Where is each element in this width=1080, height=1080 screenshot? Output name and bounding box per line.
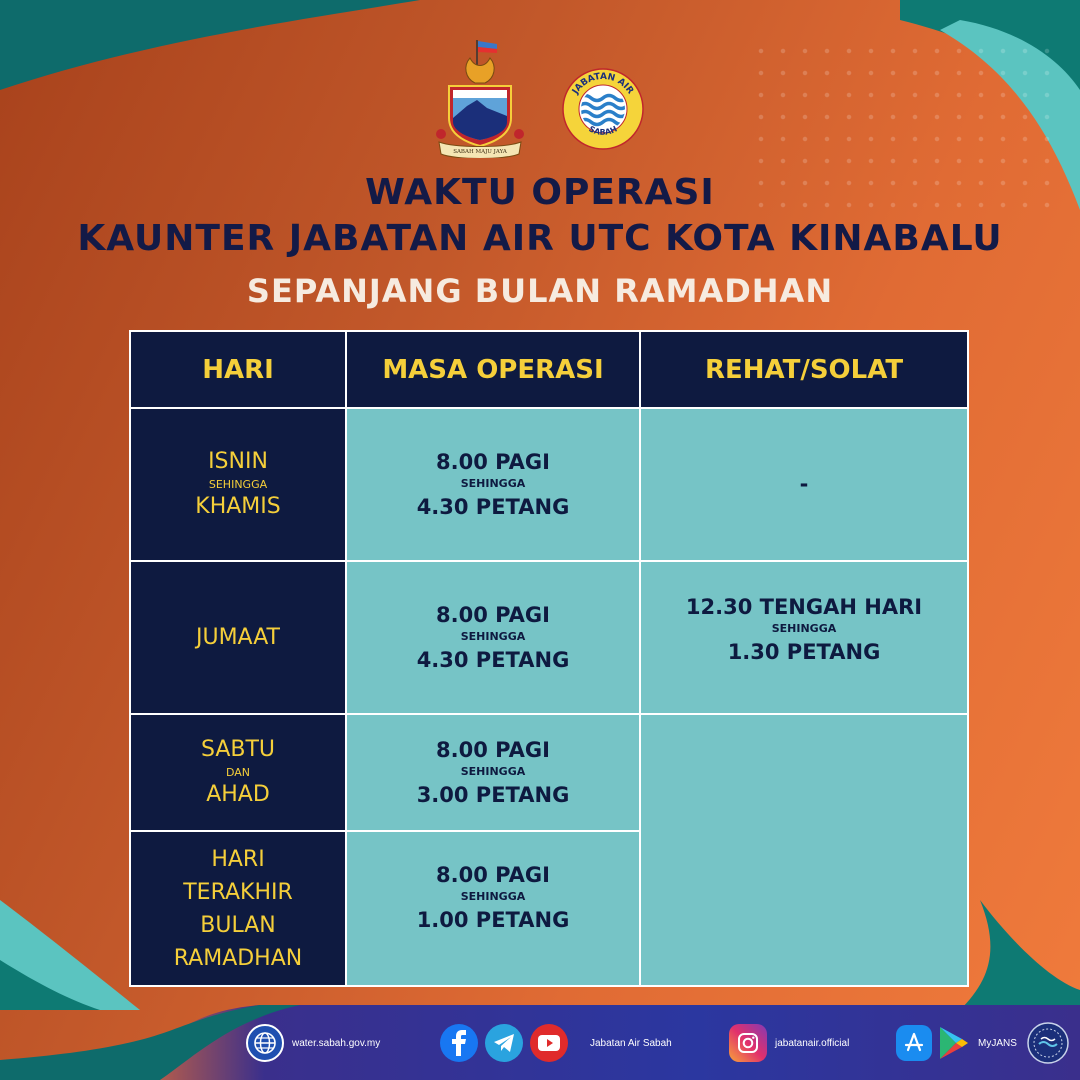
time-connector: SEHINGGA xyxy=(460,765,526,779)
jans-emblem xyxy=(1027,1022,1069,1064)
time-connector: SEHINGGA xyxy=(460,890,526,904)
page-title-line1: WAKTU OPERASI xyxy=(365,172,715,213)
row1-break-cell: - xyxy=(641,409,967,560)
google-play-icon[interactable] xyxy=(936,1025,970,1061)
column-header-label: REHAT/SOLAT xyxy=(704,354,904,385)
day-label: TERAKHIR xyxy=(183,879,293,905)
logo-row: SABAH MAJU JAYA JABATAN AIR SABAH xyxy=(0,38,1080,158)
day-label: RAMADHAN xyxy=(173,945,303,971)
globe-icon xyxy=(246,1024,284,1062)
social-name-text: Jabatan Air Sabah xyxy=(590,1037,672,1049)
sabah-crest-logo: SABAH MAJU JAYA xyxy=(436,40,524,158)
footer-app: MyJANS xyxy=(896,1022,1069,1064)
day-connector: DAN xyxy=(225,765,251,779)
day-label: BULAN xyxy=(200,912,276,938)
time-start: 8.00 PAGI xyxy=(436,863,550,887)
operating-hours-table: HARI MASA OPERASI REHAT/SOLAT ISNIN SEHI… xyxy=(129,330,969,987)
row2-break-cell: 12.30 TENGAH HARI SEHINGGA 1.30 PETANG xyxy=(641,562,967,713)
weekend-break-cell xyxy=(641,715,967,985)
break-start: 12.30 TENGAH HARI xyxy=(685,595,923,619)
row4-day-cell: HARI TERAKHIR BULAN RAMADHAN xyxy=(131,832,345,985)
time-start: 8.00 PAGI xyxy=(436,737,550,762)
column-header-break: REHAT/SOLAT xyxy=(641,332,967,407)
app-store-icon[interactable] xyxy=(896,1025,932,1061)
time-connector: SEHINGGA xyxy=(460,630,526,644)
break-end: 1.30 PETANG xyxy=(727,639,881,664)
column-header-label: HARI xyxy=(202,354,274,385)
footer-bar: water.sabah.gov.my Jabatan Air Sabah jab… xyxy=(0,1005,1080,1080)
svg-text:SABAH MAJU JAYA: SABAH MAJU JAYA xyxy=(453,149,508,155)
column-header-hours: MASA OPERASI xyxy=(347,332,639,407)
day-label: KHAMIS xyxy=(195,494,281,520)
dot-pattern xyxy=(750,40,1050,220)
row3-hours-cell: 8.00 PAGI SEHINGGA 3.00 PETANG xyxy=(347,715,639,830)
day-label: SABTU xyxy=(200,737,276,763)
footer-website[interactable]: water.sabah.gov.my xyxy=(246,1024,380,1062)
footer-instagram[interactable]: jabatanair.official xyxy=(729,1024,849,1062)
row3-day-cell: SABTU DAN AHAD xyxy=(131,715,345,830)
time-end: 3.00 PETANG xyxy=(416,782,570,807)
page-title-line2: KAUNTER JABATAN AIR UTC KOTA KINABALU xyxy=(77,218,1003,259)
break-connector: SEHINGGA xyxy=(771,622,837,636)
time-end: 4.30 PETANG xyxy=(416,647,570,672)
row2-day-cell: JUMAAT xyxy=(131,562,345,713)
time-start: 8.00 PAGI xyxy=(436,449,550,474)
facebook-icon[interactable] xyxy=(440,1024,478,1062)
column-header-label: MASA OPERASI xyxy=(382,354,604,385)
time-end: 1.00 PETANG xyxy=(416,907,570,932)
row4-hours-cell: 8.00 PAGI SEHINGGA 1.00 PETANG xyxy=(347,832,639,985)
day-label: HARI xyxy=(211,846,265,872)
footer-socials: Jabatan Air Sabah xyxy=(440,1024,672,1062)
telegram-icon[interactable] xyxy=(485,1024,523,1062)
youtube-icon[interactable] xyxy=(530,1024,568,1062)
day-label: AHAD xyxy=(206,782,270,808)
row2-hours-cell: 8.00 PAGI SEHINGGA 4.30 PETANG xyxy=(347,562,639,713)
jabatan-air-sabah-logo: JABATAN AIR SABAH xyxy=(562,68,644,150)
time-start: 8.00 PAGI xyxy=(436,602,550,627)
day-connector: SEHINGGA xyxy=(208,477,268,491)
row1-day-cell: ISNIN SEHINGGA KHAMIS xyxy=(131,409,345,560)
instagram-icon xyxy=(729,1024,767,1062)
time-end: 4.30 PETANG xyxy=(416,494,570,519)
website-text: water.sabah.gov.my xyxy=(292,1037,381,1049)
row1-hours-cell: 8.00 PAGI SEHINGGA 4.30 PETANG xyxy=(347,409,639,560)
app-name-text: MyJANS xyxy=(978,1037,1017,1049)
break-value: - xyxy=(799,472,809,497)
time-connector: SEHINGGA xyxy=(460,477,526,491)
day-label: JUMAAT xyxy=(195,624,280,650)
page-subtitle: SEPANJANG BULAN RAMADHAN xyxy=(246,272,834,310)
column-header-day: HARI xyxy=(131,332,345,407)
instagram-handle-text: jabatanair.official xyxy=(775,1037,850,1049)
day-label: ISNIN xyxy=(208,449,268,475)
svg-text:SABAH: SABAH xyxy=(587,124,618,137)
